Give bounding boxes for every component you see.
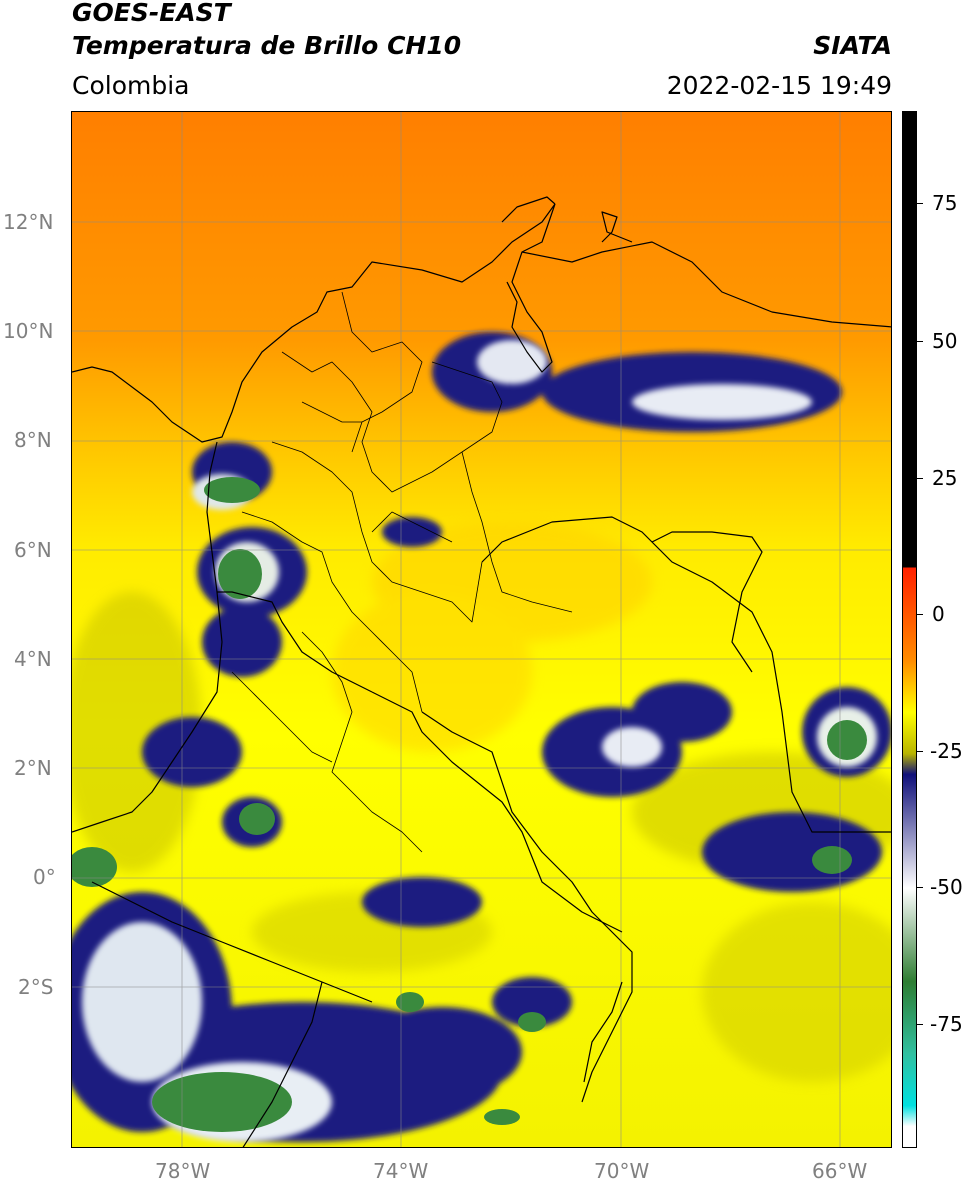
lat-label-12n: 12°N (3, 210, 54, 234)
datetime-label: 2022-02-15 19:49 (666, 71, 892, 100)
product-title: Temperatura de Brillo CH10 (72, 31, 462, 60)
brightness-temperature-map (71, 111, 892, 1148)
colorbar-label-neg75: -75 (930, 1012, 963, 1036)
colorbar-tick (917, 478, 923, 479)
colorbar (902, 111, 917, 1148)
colorbar-label-0: 0 (932, 602, 945, 626)
lat-label-0: 0° (33, 865, 56, 889)
lat-label-2s: 2°S (18, 975, 54, 999)
agency-label: SIATA (813, 31, 892, 60)
colorbar-tick (917, 341, 923, 342)
lat-label-6n: 6°N (14, 538, 52, 562)
colorbar-tick (917, 203, 923, 204)
colorbar-label-50: 50 (932, 329, 958, 353)
lon-label-66w: 66°W (812, 1159, 868, 1183)
lat-label-10n: 10°N (3, 319, 54, 343)
region-label: Colombia (72, 71, 190, 100)
colorbar-tick (917, 887, 923, 888)
colorbar-tick (917, 1024, 923, 1025)
colorbar-tick (917, 751, 923, 752)
satellite-title: GOES-EAST (72, 0, 231, 27)
colorbar-label-25: 25 (932, 466, 958, 490)
lon-label-70w: 70°W (594, 1159, 650, 1183)
colorbar-label-75: 75 (932, 191, 958, 215)
lat-label-8n: 8°N (14, 428, 52, 452)
lat-label-4n: 4°N (14, 647, 52, 671)
lat-label-2n: 2°N (14, 756, 52, 780)
colorbar-tick (917, 614, 923, 615)
colorbar-label-neg25: -25 (930, 739, 963, 763)
lon-label-74w: 74°W (373, 1159, 429, 1183)
colorbar-label-neg50: -50 (930, 875, 963, 899)
lon-label-78w: 78°W (155, 1159, 211, 1183)
